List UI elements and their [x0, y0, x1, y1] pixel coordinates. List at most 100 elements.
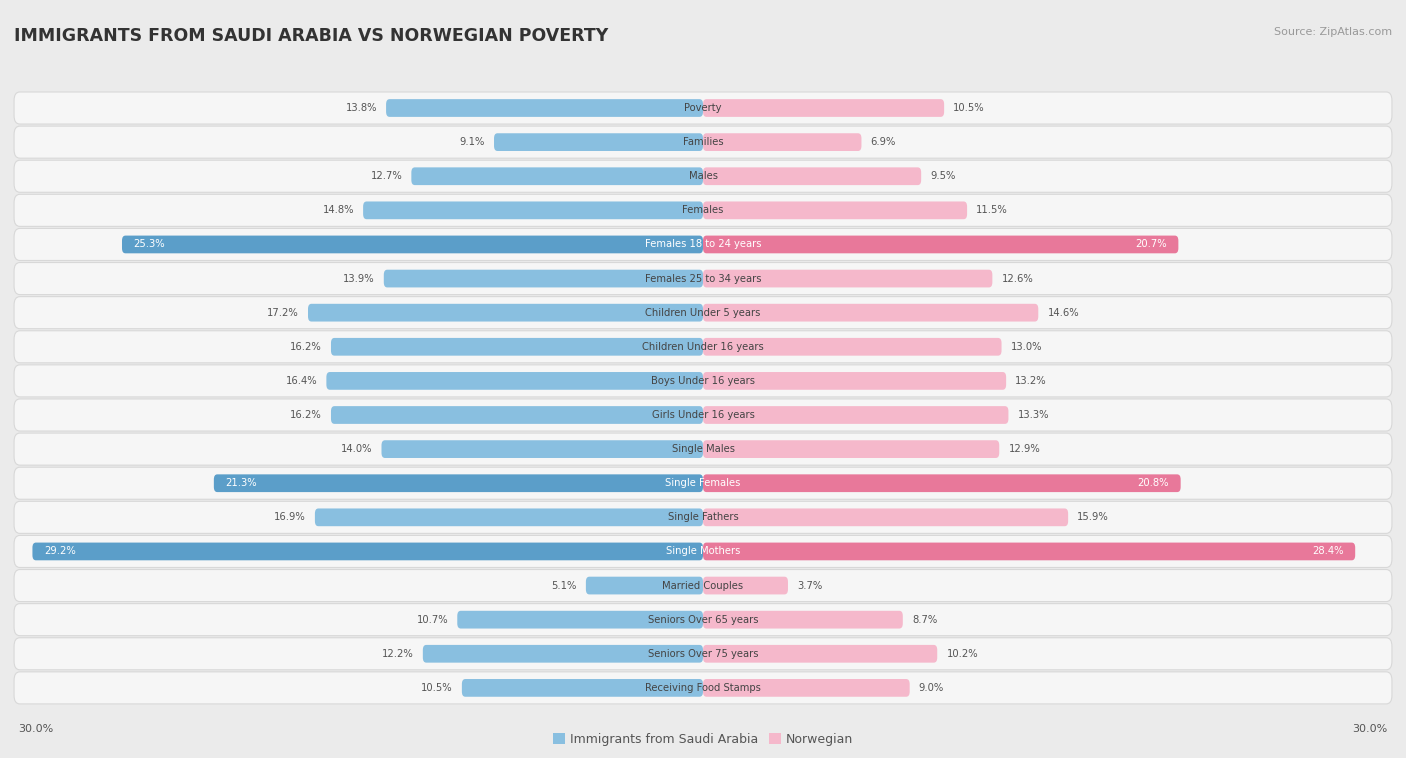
Text: 12.7%: 12.7%	[370, 171, 402, 181]
Text: 16.2%: 16.2%	[290, 342, 322, 352]
Text: 10.7%: 10.7%	[416, 615, 449, 625]
Text: 16.4%: 16.4%	[285, 376, 318, 386]
Text: 13.0%: 13.0%	[1011, 342, 1042, 352]
Text: 28.4%: 28.4%	[1312, 547, 1344, 556]
FancyBboxPatch shape	[14, 228, 1392, 261]
Text: Girls Under 16 years: Girls Under 16 years	[651, 410, 755, 420]
FancyBboxPatch shape	[14, 467, 1392, 500]
FancyBboxPatch shape	[14, 569, 1392, 602]
FancyBboxPatch shape	[14, 126, 1392, 158]
FancyBboxPatch shape	[703, 168, 921, 185]
Text: Single Fathers: Single Fathers	[668, 512, 738, 522]
Text: Single Females: Single Females	[665, 478, 741, 488]
Text: 30.0%: 30.0%	[1353, 724, 1388, 735]
Text: 13.2%: 13.2%	[1015, 376, 1047, 386]
Text: Single Males: Single Males	[672, 444, 734, 454]
Text: 9.0%: 9.0%	[920, 683, 943, 693]
Text: 29.2%: 29.2%	[44, 547, 76, 556]
FancyBboxPatch shape	[14, 262, 1392, 295]
FancyBboxPatch shape	[14, 194, 1392, 227]
FancyBboxPatch shape	[14, 433, 1392, 465]
FancyBboxPatch shape	[308, 304, 703, 321]
FancyBboxPatch shape	[122, 236, 703, 253]
FancyBboxPatch shape	[14, 672, 1392, 704]
FancyBboxPatch shape	[703, 133, 862, 151]
Text: IMMIGRANTS FROM SAUDI ARABIA VS NORWEGIAN POVERTY: IMMIGRANTS FROM SAUDI ARABIA VS NORWEGIA…	[14, 27, 609, 45]
Text: Females 18 to 24 years: Females 18 to 24 years	[645, 240, 761, 249]
Text: 6.9%: 6.9%	[870, 137, 896, 147]
Text: 10.5%: 10.5%	[953, 103, 986, 113]
Text: Seniors Over 65 years: Seniors Over 65 years	[648, 615, 758, 625]
Text: 16.9%: 16.9%	[274, 512, 305, 522]
FancyBboxPatch shape	[14, 603, 1392, 636]
FancyBboxPatch shape	[384, 270, 703, 287]
FancyBboxPatch shape	[703, 304, 1038, 321]
FancyBboxPatch shape	[381, 440, 703, 458]
Text: 12.9%: 12.9%	[1008, 444, 1040, 454]
FancyBboxPatch shape	[14, 365, 1392, 397]
Text: 14.8%: 14.8%	[322, 205, 354, 215]
FancyBboxPatch shape	[326, 372, 703, 390]
Text: Poverty: Poverty	[685, 103, 721, 113]
FancyBboxPatch shape	[14, 637, 1392, 670]
FancyBboxPatch shape	[703, 372, 1007, 390]
Text: 13.9%: 13.9%	[343, 274, 374, 283]
FancyBboxPatch shape	[14, 399, 1392, 431]
FancyBboxPatch shape	[14, 160, 1392, 193]
Text: 21.3%: 21.3%	[225, 478, 257, 488]
FancyBboxPatch shape	[423, 645, 703, 662]
FancyBboxPatch shape	[703, 99, 945, 117]
Text: 15.9%: 15.9%	[1077, 512, 1109, 522]
FancyBboxPatch shape	[315, 509, 703, 526]
Text: Females 25 to 34 years: Females 25 to 34 years	[645, 274, 761, 283]
Text: 8.7%: 8.7%	[912, 615, 938, 625]
Text: 14.6%: 14.6%	[1047, 308, 1078, 318]
FancyBboxPatch shape	[14, 501, 1392, 534]
Legend: Immigrants from Saudi Arabia, Norwegian: Immigrants from Saudi Arabia, Norwegian	[548, 728, 858, 751]
FancyBboxPatch shape	[461, 679, 703, 697]
Text: 13.8%: 13.8%	[346, 103, 377, 113]
Text: 14.0%: 14.0%	[340, 444, 373, 454]
Text: Males: Males	[689, 171, 717, 181]
FancyBboxPatch shape	[586, 577, 703, 594]
FancyBboxPatch shape	[14, 296, 1392, 329]
Text: 25.3%: 25.3%	[134, 240, 165, 249]
FancyBboxPatch shape	[214, 475, 703, 492]
Text: Children Under 16 years: Children Under 16 years	[643, 342, 763, 352]
Text: 11.5%: 11.5%	[976, 205, 1008, 215]
FancyBboxPatch shape	[703, 440, 1000, 458]
FancyBboxPatch shape	[703, 406, 1008, 424]
FancyBboxPatch shape	[14, 330, 1392, 363]
FancyBboxPatch shape	[703, 543, 1355, 560]
Text: Females: Females	[682, 205, 724, 215]
Text: 12.6%: 12.6%	[1001, 274, 1033, 283]
Text: 16.2%: 16.2%	[290, 410, 322, 420]
Text: 10.5%: 10.5%	[420, 683, 453, 693]
FancyBboxPatch shape	[703, 645, 938, 662]
Text: Receiving Food Stamps: Receiving Food Stamps	[645, 683, 761, 693]
Text: Married Couples: Married Couples	[662, 581, 744, 590]
FancyBboxPatch shape	[703, 270, 993, 287]
Text: Boys Under 16 years: Boys Under 16 years	[651, 376, 755, 386]
Text: 20.7%: 20.7%	[1135, 240, 1167, 249]
FancyBboxPatch shape	[14, 535, 1392, 568]
FancyBboxPatch shape	[330, 406, 703, 424]
Text: 10.2%: 10.2%	[946, 649, 979, 659]
Text: 3.7%: 3.7%	[797, 581, 823, 590]
FancyBboxPatch shape	[703, 338, 1001, 356]
Text: 30.0%: 30.0%	[18, 724, 53, 735]
Text: Children Under 5 years: Children Under 5 years	[645, 308, 761, 318]
Text: 9.1%: 9.1%	[460, 137, 485, 147]
Text: Single Mothers: Single Mothers	[666, 547, 740, 556]
FancyBboxPatch shape	[330, 338, 703, 356]
FancyBboxPatch shape	[457, 611, 703, 628]
FancyBboxPatch shape	[703, 475, 1181, 492]
FancyBboxPatch shape	[363, 202, 703, 219]
FancyBboxPatch shape	[703, 679, 910, 697]
Text: 17.2%: 17.2%	[267, 308, 299, 318]
FancyBboxPatch shape	[703, 202, 967, 219]
FancyBboxPatch shape	[703, 611, 903, 628]
FancyBboxPatch shape	[703, 509, 1069, 526]
Text: 5.1%: 5.1%	[551, 581, 576, 590]
FancyBboxPatch shape	[412, 168, 703, 185]
